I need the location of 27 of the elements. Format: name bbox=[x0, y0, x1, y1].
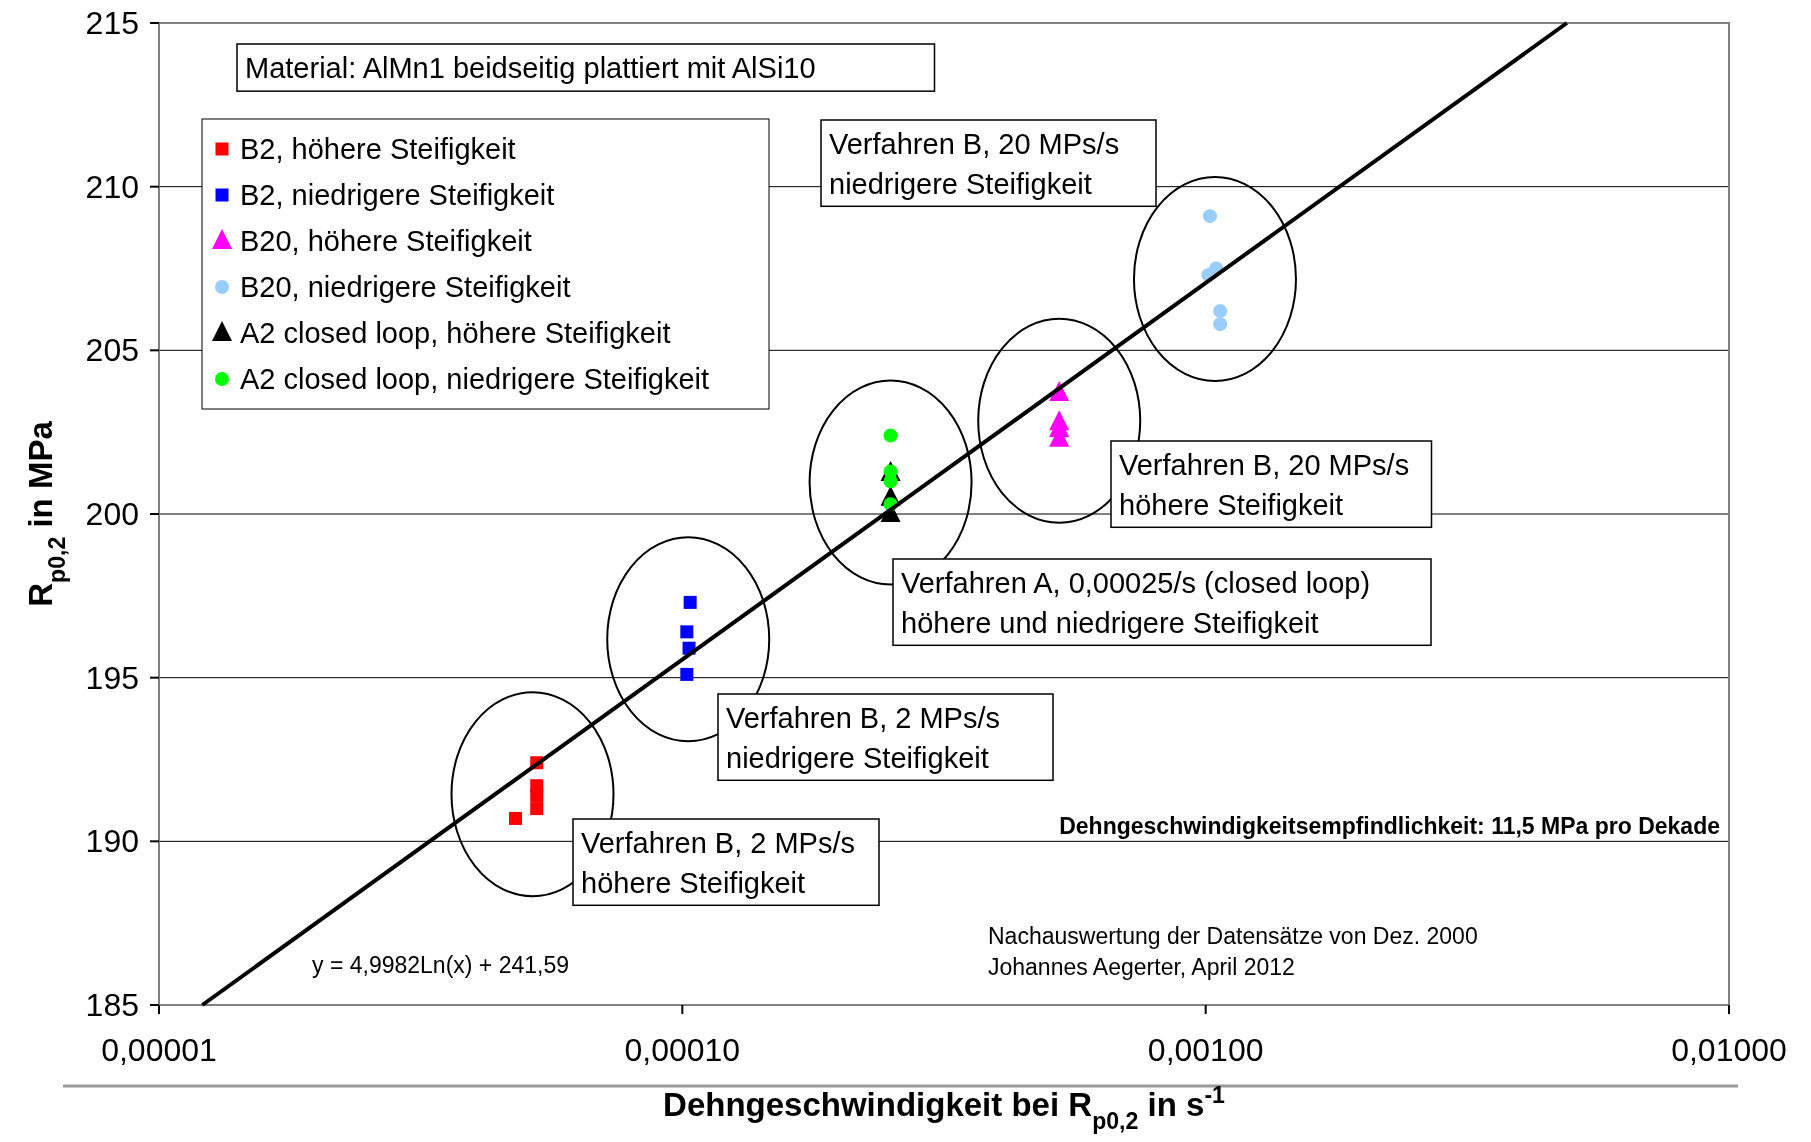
annotation: Nachauswertung der Datensätze von Dez. 2000 Johannes Aegerter, April 2012 bbox=[988, 923, 1478, 981]
legend-label: B20, niedrigere Steifigkeit bbox=[240, 271, 571, 303]
y-tick-label: 205 bbox=[85, 332, 139, 369]
y-tick-label: 200 bbox=[85, 496, 139, 532]
x-tick-label: 0,00010 bbox=[624, 1032, 741, 1068]
x-axis-title: Dehngeschwindigkeit bei R$_{p0,2}$ in s$^{-1}$ bbox=[663, 1082, 1226, 1134]
y-tick-label: 195 bbox=[85, 659, 139, 696]
annotation: Dehngeschwindigkeitsempfindlichkeit: 11,5 MPa pro Dekade bbox=[1059, 813, 1720, 840]
legend-label: B2, niedrigere Steifigkeit bbox=[240, 179, 555, 211]
y-tick-label: 210 bbox=[85, 168, 139, 205]
legend-label: A2 closed loop, niedrigere Steifigkeit bbox=[240, 363, 710, 395]
y-tick-label: 185 bbox=[85, 987, 139, 1023]
annotation: Verfahren A, 0,00025/s (closed loop) höhere und niedrigere Steifigkeit bbox=[901, 567, 1371, 639]
x-tick-label: 0,01000 bbox=[1671, 1032, 1787, 1068]
annotation: Material: AlMn1 beidseitig plattiert mit AlSi10 bbox=[245, 52, 816, 85]
x-tick-label: 0,00100 bbox=[1147, 1032, 1264, 1068]
annotation: Verfahren B, 2 MPs/s niedrigere Steifigkeit bbox=[726, 702, 1001, 774]
annotation: Verfahren B, 20 MPs/s höhere Steifigkeit bbox=[1119, 449, 1410, 521]
annotation: Verfahren B, 2 MPs/s höhere Steifigkeit bbox=[581, 827, 856, 899]
legend-label: A2 closed loop, höhere Steifigkeit bbox=[240, 317, 671, 349]
x-tick-label: 0,00001 bbox=[101, 1032, 217, 1068]
legend-label: B2, höhere Steifigkeit bbox=[240, 133, 516, 165]
legend-label: B20, höhere Steifigkeit bbox=[240, 225, 532, 257]
y-tick-label: 215 bbox=[85, 5, 139, 41]
y-tick-label: 190 bbox=[85, 823, 139, 860]
annotation: Verfahren B, 20 MPs/s niedrigere Steifigkeit bbox=[829, 128, 1120, 200]
annotation: y = 4,9982Ln(x) + 241,59 bbox=[312, 952, 570, 979]
